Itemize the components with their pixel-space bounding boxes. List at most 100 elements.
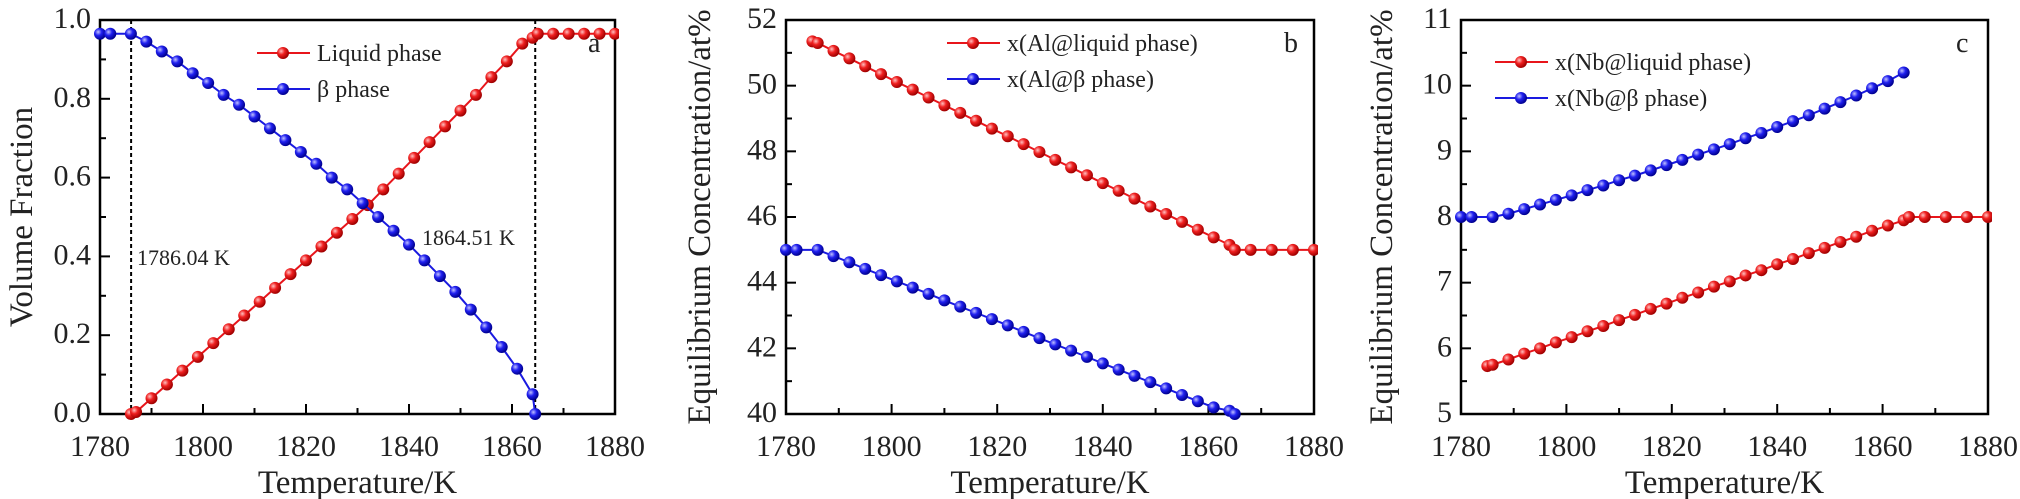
data-point <box>1128 369 1141 382</box>
data-point <box>938 99 951 112</box>
data-point <box>1518 347 1531 360</box>
data-point <box>1771 121 1784 134</box>
y-tick-label: 40 <box>747 396 777 429</box>
data-point <box>1939 211 1952 223</box>
data-point <box>1518 203 1531 216</box>
data-point <box>1534 198 1547 211</box>
data-point <box>387 224 400 237</box>
data-point <box>248 110 261 123</box>
legend-item: Liquid phase <box>257 41 442 67</box>
series-1 <box>94 27 542 420</box>
data-point <box>176 364 189 377</box>
data-point <box>1692 148 1705 161</box>
data-point <box>1144 376 1157 389</box>
y-axis-title: Equilibrium Concentration/at% <box>682 9 718 424</box>
data-point <box>1581 325 1594 338</box>
y-tick-label: 0.0 <box>54 396 92 429</box>
data-point <box>315 240 328 253</box>
legend-marker <box>277 47 289 59</box>
data-point <box>811 243 824 256</box>
y-tick-label: 0.4 <box>54 238 92 271</box>
legend-item: x(Nb@β phase) <box>1495 86 1707 112</box>
x-axis-title: Temperature/K <box>258 465 457 499</box>
data-point <box>1033 332 1046 345</box>
data-point <box>284 268 297 281</box>
legend-marker <box>967 73 979 85</box>
data-point <box>1818 102 1831 115</box>
data-point <box>1660 159 1673 172</box>
data-point <box>1465 211 1478 223</box>
x-tick-label: 1840 <box>1073 430 1133 463</box>
data-point <box>1834 96 1847 109</box>
data-point <box>1033 145 1046 158</box>
data-point <box>531 27 544 40</box>
data-point <box>408 151 421 164</box>
data-point <box>562 27 575 40</box>
series-1 <box>780 243 1241 420</box>
transition-label: 1786.04 K <box>137 245 230 270</box>
legend-label: x(Al@β phase) <box>1007 67 1154 93</box>
data-point <box>1160 208 1173 221</box>
data-point <box>392 167 405 180</box>
x-tick-label: 1800 <box>173 430 233 463</box>
data-point <box>1112 363 1125 376</box>
legend-label: x(Al@liquid phase) <box>1007 31 1198 57</box>
data-point <box>593 27 606 40</box>
data-point <box>1755 126 1768 139</box>
data-point <box>1902 211 1915 223</box>
series-line <box>1487 216 1988 368</box>
data-point <box>827 250 840 263</box>
y-tick-label: 42 <box>747 330 777 363</box>
data-point <box>1802 109 1815 122</box>
data-point <box>253 295 266 308</box>
y-tick-label: 0.8 <box>54 81 92 114</box>
legend-item: x(Al@liquid phase) <box>947 31 1198 57</box>
y-tick-label: 7 <box>1437 265 1452 298</box>
x-tick-label: 1820 <box>967 430 1027 463</box>
data-point <box>1486 211 1499 223</box>
data-point <box>1818 241 1831 254</box>
legend-item: x(Al@β phase) <box>947 67 1154 93</box>
data-point <box>1080 350 1093 363</box>
data-point <box>1265 243 1278 256</box>
data-point <box>1001 319 1014 332</box>
x-axis-title: Temperature/K <box>950 465 1149 499</box>
y-tick-label: 5 <box>1437 396 1452 429</box>
data-point <box>418 254 431 267</box>
data-point <box>1112 184 1125 197</box>
data-point <box>1286 243 1299 256</box>
data-point <box>1834 235 1847 248</box>
transition-label: 1864.51 K <box>422 225 515 250</box>
data-point <box>1191 223 1204 236</box>
panel-letter: a <box>588 28 601 59</box>
data-point <box>202 77 215 90</box>
data-point <box>970 114 983 127</box>
data-point <box>827 44 840 57</box>
x-tick-label: 1880 <box>585 430 645 463</box>
y-tick-label: 8 <box>1437 199 1452 232</box>
data-point <box>922 287 935 300</box>
data-point <box>1787 253 1800 266</box>
legend-marker <box>967 37 979 49</box>
data-point <box>171 55 184 68</box>
data-point <box>1534 342 1547 355</box>
data-point <box>1502 207 1515 220</box>
data-point <box>811 36 824 49</box>
data-point <box>1502 353 1515 366</box>
data-point <box>222 323 235 336</box>
y-tick-label: 48 <box>747 133 777 166</box>
data-point <box>372 211 385 223</box>
data-point <box>890 275 903 288</box>
y-axis-title: Volume Fraction <box>4 107 40 327</box>
data-point <box>1096 357 1109 370</box>
data-point <box>1128 192 1141 205</box>
data-point <box>1739 132 1752 145</box>
data-point <box>439 120 452 133</box>
data-point <box>547 27 560 40</box>
data-point <box>1308 243 1318 256</box>
legend-label: x(Nb@liquid phase) <box>1555 50 1751 76</box>
data-point <box>207 337 220 350</box>
data-point <box>1881 219 1894 232</box>
data-point <box>1787 115 1800 128</box>
